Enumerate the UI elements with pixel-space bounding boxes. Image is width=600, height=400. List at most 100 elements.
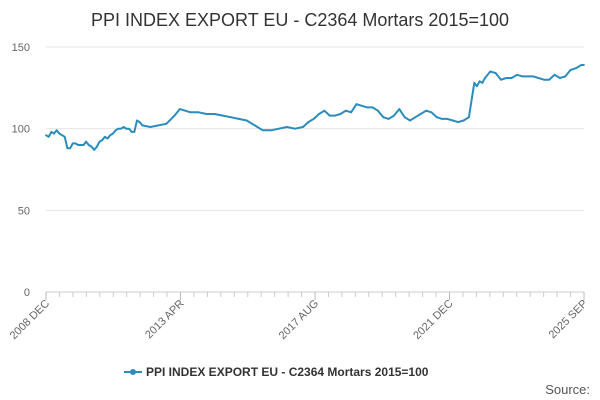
data-point[interactable]	[112, 132, 114, 135]
data-point[interactable]	[425, 109, 427, 112]
data-point[interactable]	[173, 114, 176, 117]
data-point[interactable]	[253, 124, 256, 127]
data-point[interactable]	[229, 116, 232, 119]
data-point[interactable]	[74, 142, 77, 145]
data-point[interactable]	[138, 121, 141, 123]
data-point[interactable]	[294, 127, 296, 130]
data-point[interactable]	[58, 132, 61, 135]
data-point[interactable]	[478, 80, 481, 83]
data-point[interactable]	[323, 109, 326, 112]
data-point[interactable]	[82, 144, 85, 146]
data-point[interactable]	[510, 77, 513, 79]
data-point[interactable]	[87, 144, 90, 146]
data-point[interactable]	[476, 85, 478, 88]
data-point[interactable]	[398, 108, 401, 110]
data-point[interactable]	[286, 126, 288, 128]
data-point[interactable]	[537, 77, 540, 79]
data-point[interactable]	[149, 126, 152, 128]
data-point[interactable]	[344, 109, 347, 112]
data-point[interactable]	[500, 78, 502, 81]
data-point[interactable]	[61, 134, 63, 137]
data-point[interactable]	[489, 70, 492, 73]
data-point[interactable]	[50, 131, 53, 133]
data-point[interactable]	[366, 106, 369, 109]
data-point[interactable]	[93, 149, 96, 151]
data-point[interactable]	[435, 116, 438, 119]
data-point[interactable]	[521, 75, 524, 78]
data-point[interactable]	[101, 139, 104, 142]
data-point[interactable]	[505, 77, 508, 79]
data-point[interactable]	[575, 67, 577, 70]
data-point[interactable]	[532, 75, 534, 78]
data-point[interactable]	[130, 131, 133, 133]
data-point[interactable]	[128, 127, 130, 130]
data-point[interactable]	[96, 145, 98, 148]
data-point[interactable]	[63, 135, 66, 138]
data-point[interactable]	[481, 82, 484, 84]
data-point[interactable]	[569, 69, 572, 71]
data-point[interactable]	[328, 114, 331, 117]
series-line[interactable]	[45, 64, 584, 151]
data-point[interactable]	[125, 127, 128, 130]
data-point[interactable]	[278, 127, 280, 130]
data-point[interactable]	[484, 77, 486, 79]
data-point[interactable]	[45, 134, 47, 137]
data-point[interactable]	[114, 129, 117, 132]
data-point[interactable]	[141, 124, 144, 127]
data-point[interactable]	[117, 127, 120, 130]
data-point[interactable]	[312, 118, 315, 120]
data-point[interactable]	[178, 108, 181, 110]
data-point[interactable]	[77, 144, 79, 146]
data-point[interactable]	[104, 135, 106, 138]
data-point[interactable]	[451, 119, 454, 122]
data-point[interactable]	[548, 78, 551, 81]
series-layer[interactable]	[45, 64, 585, 151]
data-point[interactable]	[393, 114, 395, 117]
data-point[interactable]	[133, 131, 136, 133]
data-point[interactable]	[120, 127, 122, 130]
data-point[interactable]	[307, 121, 310, 123]
data-point[interactable]	[494, 72, 497, 74]
data-point[interactable]	[53, 132, 55, 135]
data-point[interactable]	[387, 118, 390, 120]
data-point[interactable]	[109, 134, 112, 137]
legend-label[interactable]: PPI INDEX EXPORT EU - C2364 Mortars 2015…	[146, 365, 429, 379]
data-point[interactable]	[382, 116, 385, 119]
data-point[interactable]	[543, 78, 545, 81]
data-point[interactable]	[468, 116, 470, 119]
legend[interactable]: PPI INDEX EXPORT EU - C2364 Mortars 2015…	[124, 365, 429, 379]
data-point[interactable]	[360, 104, 363, 107]
data-point[interactable]	[419, 113, 422, 115]
data-point[interactable]	[457, 121, 460, 123]
data-point[interactable]	[106, 137, 109, 140]
data-point[interactable]	[559, 77, 561, 79]
data-point[interactable]	[98, 140, 101, 143]
data-point[interactable]	[55, 129, 58, 132]
data-point[interactable]	[71, 142, 74, 145]
data-point[interactable]	[122, 126, 125, 128]
data-point[interactable]	[157, 124, 160, 127]
data-point[interactable]	[69, 147, 71, 150]
data-point[interactable]	[165, 122, 168, 125]
data-point[interactable]	[473, 82, 476, 84]
data-point[interactable]	[237, 118, 240, 120]
data-point[interactable]	[136, 119, 138, 122]
data-point[interactable]	[269, 129, 272, 132]
data-point[interactable]	[377, 109, 379, 112]
data-point[interactable]	[583, 64, 585, 66]
data-point[interactable]	[446, 118, 449, 120]
data-point[interactable]	[197, 111, 200, 114]
data-point[interactable]	[339, 113, 342, 115]
data-point[interactable]	[441, 118, 443, 120]
data-point[interactable]	[184, 109, 187, 112]
data-point[interactable]	[205, 113, 208, 115]
data-point[interactable]	[221, 114, 224, 117]
data-point[interactable]	[409, 119, 411, 122]
data-point[interactable]	[334, 114, 336, 117]
data-point[interactable]	[213, 113, 216, 115]
data-point[interactable]	[462, 119, 465, 122]
data-point[interactable]	[66, 147, 69, 150]
data-point[interactable]	[245, 119, 248, 122]
data-point[interactable]	[90, 145, 93, 148]
data-point[interactable]	[371, 106, 374, 109]
